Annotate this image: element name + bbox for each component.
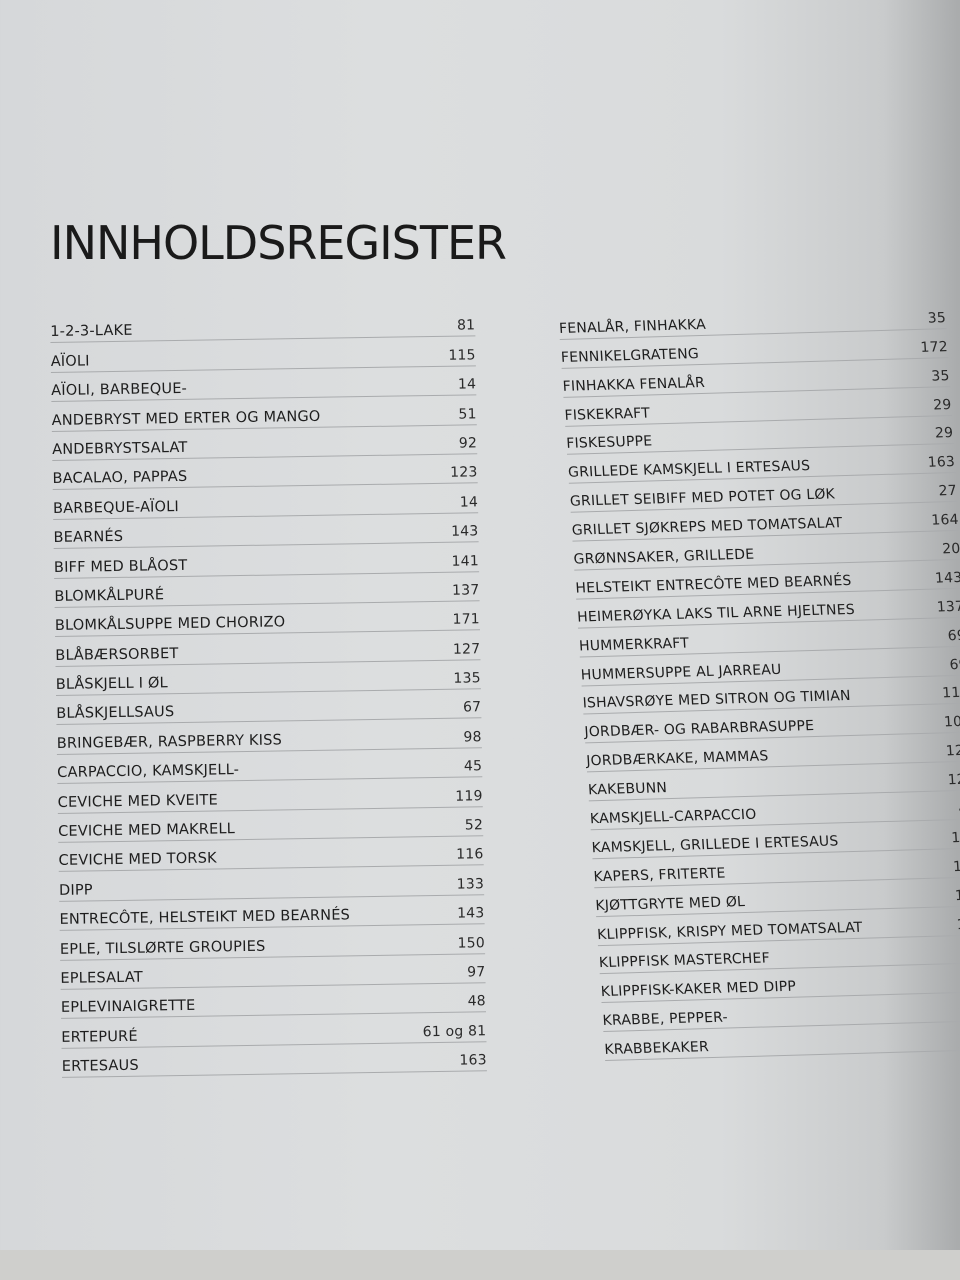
entry-page-number: 125 [947, 771, 960, 789]
entry-page-number: 69 [949, 656, 960, 673]
entry-title: FENNIKELGRATENG [560, 345, 700, 366]
entry-title: EPLESALAT [60, 969, 143, 987]
entry-page-number: 163 [950, 829, 960, 847]
entry-page-number: 143 [934, 569, 960, 587]
entry-title: BLOMKÅLPURÉ [54, 587, 165, 605]
entry-page-number: 14 [457, 376, 477, 393]
entry-title: KAMSKJELL-CARPACCIO [589, 806, 757, 828]
entry-page-number: 81 [456, 317, 476, 334]
entry-page-number: 29 [932, 396, 952, 414]
entry-title: BACALAO, PAPPAS [52, 469, 188, 488]
entry-page-number: 143 [451, 523, 479, 540]
entry-page-number: 171 [452, 611, 480, 629]
entry-title: KLIPPFISK MASTERCHEF [598, 950, 771, 972]
entry-page-number: 163 [927, 454, 956, 472]
entry-page-number: 150 [457, 934, 486, 952]
entry-title: DIPP [58, 882, 93, 899]
entry-page-number: 123 [450, 464, 478, 482]
entry-title: BIFF MED BLÅOST [53, 557, 188, 576]
entry-title: CEVICHE MED KVEITE [57, 792, 218, 811]
entry-title: AÏOLI [50, 353, 90, 370]
entry-title: JORDBÆRKAKE, MAMMAS [585, 748, 769, 770]
entry-page-number: 51 [458, 405, 477, 423]
entry-title: AÏOLI, BARBEQUE- [51, 381, 188, 400]
entry-page-number: 14 [459, 494, 479, 511]
entry-title: CEVICHE MED TORSK [58, 850, 217, 870]
entry-page-number: 101 [943, 713, 960, 731]
entry-page-number: 98 [463, 729, 482, 746]
entry-page-number: 143 [457, 905, 485, 922]
entry-title: CARPACCIO, KAMSKJELL- [57, 762, 240, 782]
entry-title: BLOMKÅLSUPPE MED CHORIZO [54, 614, 286, 635]
entry-title: EPLEVINAIGRETTE [60, 998, 196, 1017]
entry-title: KAPERS, FRITERTE [593, 865, 727, 886]
entry-title: KRABBE, PEPPER- [602, 1009, 729, 1030]
entry-title: BRINGEBÆR, RASPBERRY KISS [56, 732, 283, 752]
entry-title: KLIPPFISK-KAKER MED DIPP [600, 979, 797, 1001]
entry-title: ERTEPURÉ [61, 1028, 138, 1046]
entry-title: ENTRECÔTE, HELSTEIKT MED BEARNÉS [59, 907, 351, 929]
entry-page-number: 116 [456, 846, 484, 864]
entry-title: ANDEBRYST MED ERTER OG MANGO [51, 408, 321, 429]
entry-page-number: 125 [945, 742, 960, 760]
entry-title: EPLE, TILSLØRTE GROUPIES [59, 938, 266, 958]
entry-page-number: 127 [452, 640, 481, 658]
entry-page-number: 48 [467, 993, 486, 1010]
entry-title: BLÅSKJELLSAUS [56, 704, 175, 723]
entry-page-number: 135 [453, 670, 481, 687]
entry-title: HUMMERSUPPE AL JARREAU [580, 661, 782, 684]
entry-page-number: 119 [455, 787, 483, 805]
entry-title: FENALÅR, FINHAKKA [558, 316, 707, 337]
entry-title: CEVICHE MED MAKRELL [58, 821, 236, 840]
entry-page-number: 92 [458, 435, 478, 452]
entry-page-number: 52 [464, 817, 484, 834]
entry-page-number: 115 [448, 347, 476, 364]
index-column-left: 1-2-3-LAKE 81 AÏOLI 115 AÏOLI, BARBEQUE- 14 AN… [50, 307, 487, 1079]
entry-title: KAKEBUNN [587, 780, 668, 799]
entry-page-number: 163 [459, 1052, 487, 1069]
entry-page-number: 164 [930, 512, 960, 529]
entry-title: FISKEKRAFT [564, 405, 651, 424]
entry-page-number: 172 [919, 338, 949, 356]
entry-page-number: 27 [938, 483, 958, 500]
entry-title: FISKESUPPE [565, 433, 653, 453]
entry-page-number: 137 [451, 582, 480, 599]
index-column-right: FENALÅR, FINHAKKA 35 FENNIKELGRATENG 172 FIN… [558, 300, 960, 1062]
entry-title: BLÅBÆRSORBET [55, 645, 179, 664]
entry-page-number: 67 [462, 699, 482, 717]
entry-title: FINHAKKA FENALÅR [562, 374, 706, 395]
entry-page-number: 35 [927, 310, 947, 327]
entry-page-number: 133 [456, 876, 485, 893]
entry-title: GRØNNSAKER, GRILLEDE [573, 546, 755, 568]
entry-title: BARBEQUE-AÏOLI [52, 498, 180, 517]
entry-page-number: 61 og 81 [422, 1023, 487, 1040]
entry-title: BEARNÉS [53, 529, 124, 547]
entry-page-number: 20 [941, 540, 960, 558]
entry-page-number: 149 [954, 887, 960, 904]
index-entry: ERTESAUS 163 [61, 1041, 487, 1079]
entry-page-number: 97 [467, 964, 486, 981]
entry-page-number: 113 [941, 685, 960, 702]
entry-page-number: 35 [930, 367, 951, 385]
entry-page-number: 29 [934, 425, 954, 442]
entry-title: ERTESAUS [61, 1057, 139, 1076]
entry-title: HUMMERKRAFT [578, 635, 690, 655]
entry-title: 1-2-3-LAKE [50, 323, 133, 341]
entry-page-number: 137 [936, 598, 960, 616]
entry-title: KRABBEKAKER [604, 1039, 710, 1059]
entry-page-number: 45 [463, 758, 483, 775]
entry-title: BLÅSKJELL I ØL [55, 675, 168, 694]
entry-page-number: 159 [956, 915, 960, 933]
entry-title: KJØTTGRYTE MED ØL [594, 893, 746, 914]
page-title: INNHOLDSREGISTER [50, 215, 507, 270]
entry-page-number: 163 [952, 858, 960, 875]
entry-title: ANDEBRYSTSALAT [52, 439, 188, 458]
entry-page-number: 69 [947, 627, 960, 644]
entry-page-number: 141 [451, 552, 480, 570]
table-surface [0, 1250, 960, 1280]
